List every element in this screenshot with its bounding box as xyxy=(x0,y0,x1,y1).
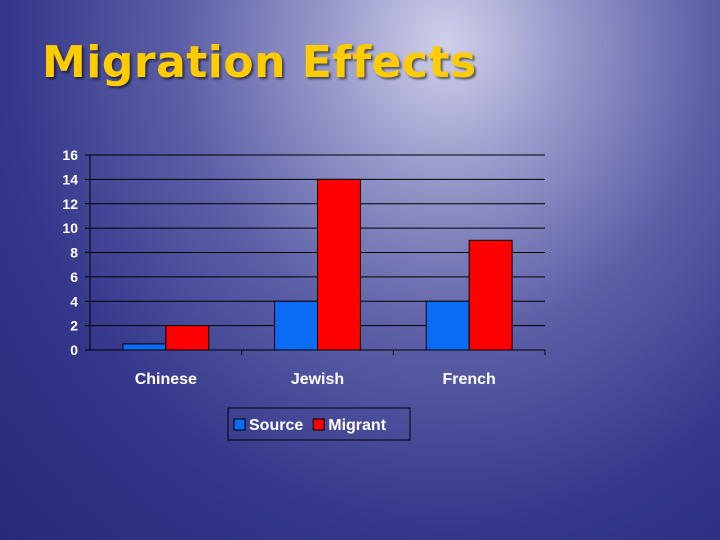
bar-migrant-french xyxy=(469,240,512,350)
bar-source-french xyxy=(426,301,469,350)
x-tick-label: French xyxy=(442,371,495,388)
y-tick-label: 6 xyxy=(70,269,78,285)
bars xyxy=(123,179,512,350)
y-tick-label: 0 xyxy=(70,342,78,358)
x-tick-label: Jewish xyxy=(291,371,344,388)
bar-migrant-chinese xyxy=(166,326,209,350)
y-tick-label: 4 xyxy=(70,293,78,309)
bar-migrant-jewish xyxy=(318,179,361,350)
y-tick-label: 10 xyxy=(62,220,78,236)
y-tick-label: 16 xyxy=(62,147,78,163)
legend-swatch-migrant xyxy=(313,419,324,430)
y-tick-label: 14 xyxy=(62,171,78,187)
legend: Source Migrant xyxy=(228,408,410,440)
legend-swatch-source xyxy=(234,419,245,430)
x-tick-label: Chinese xyxy=(135,371,197,388)
legend-label-source: Source xyxy=(249,417,303,434)
y-tick-label: 12 xyxy=(62,196,78,212)
legend-label-migrant: Migrant xyxy=(328,417,386,434)
axis-labels: 0 2 4 6 8 10 12 14 16 Chinese Jewish French xyxy=(62,147,495,388)
y-tick-label: 2 xyxy=(70,318,78,334)
y-tick-label: 8 xyxy=(70,245,78,261)
bar-source-jewish xyxy=(275,301,318,350)
bar-source-chinese xyxy=(123,344,166,350)
